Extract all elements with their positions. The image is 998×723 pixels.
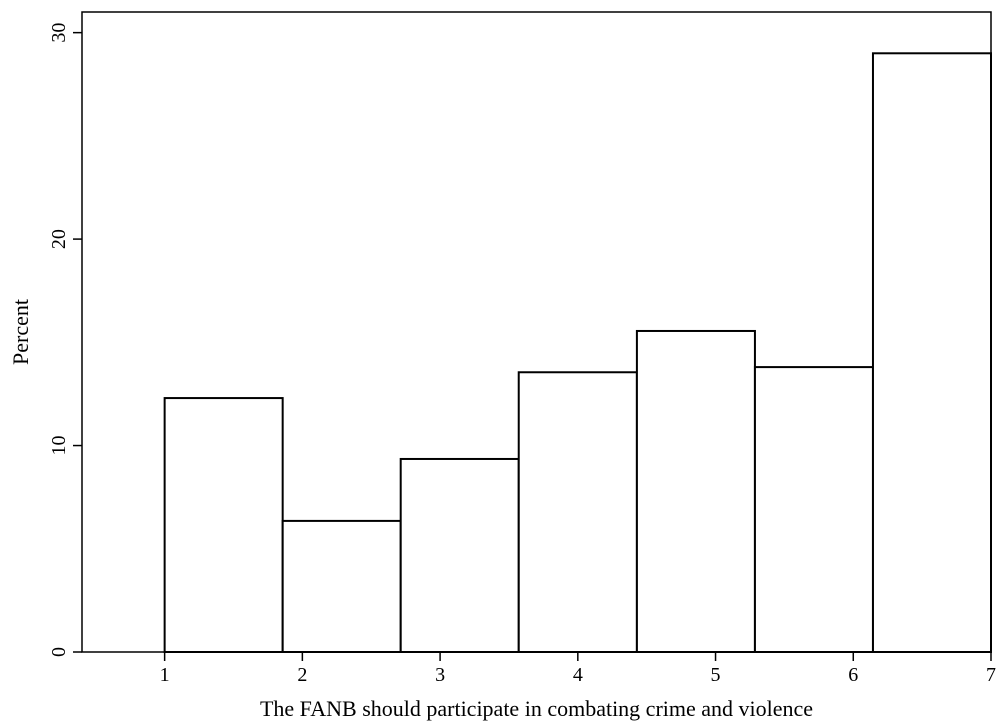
x-tick-label-6: 6 [848, 664, 858, 686]
bar-1 [163, 397, 284, 653]
bar-5 [635, 329, 756, 653]
x-tick-label-3: 3 [435, 664, 445, 686]
bars-group [163, 52, 992, 653]
bar-2 [281, 519, 402, 653]
bar-6 [753, 366, 874, 653]
bar-7 [871, 52, 992, 653]
y-tick-label-0: 0 [48, 647, 70, 657]
y-axis-label: Percent [8, 299, 33, 365]
x-tick-label-2: 2 [297, 664, 307, 686]
bar-4 [517, 371, 638, 653]
y-tick-label-30: 30 [48, 23, 70, 43]
y-tick-label-20: 20 [48, 229, 70, 249]
x-axis-label: The FANB should participate in combating… [260, 696, 813, 721]
x-tick-label-4: 4 [573, 664, 583, 686]
x-tick-label-7: 7 [986, 664, 996, 686]
y-tick-label-10: 10 [48, 436, 70, 456]
y-axis: 0 10 20 30 [48, 23, 82, 657]
x-tick-label-1: 1 [160, 664, 170, 686]
x-axis: 1 2 3 4 5 6 7 [160, 652, 996, 686]
bar-3 [399, 457, 520, 653]
x-tick-label-5: 5 [711, 664, 721, 686]
plot-frame [81, 11, 992, 653]
